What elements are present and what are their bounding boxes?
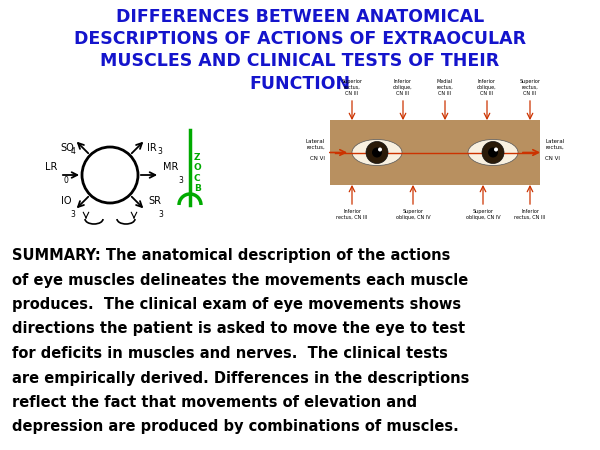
Text: SO: SO (61, 143, 74, 153)
Circle shape (378, 148, 382, 152)
Text: DIFFERENCES BETWEEN ANATOMICAL
DESCRIPTIONS OF ACTIONS OF EXTRAOCULAR
MUSCLES AN: DIFFERENCES BETWEEN ANATOMICAL DESCRIPTI… (74, 8, 526, 93)
Text: Superior
oblique, CN IV: Superior oblique, CN IV (466, 209, 500, 220)
Text: 3: 3 (178, 176, 183, 185)
Ellipse shape (468, 140, 518, 166)
Circle shape (372, 148, 382, 157)
Text: directions the patient is asked to move the eye to test: directions the patient is asked to move … (12, 321, 465, 337)
Text: 3: 3 (157, 147, 162, 156)
Text: are empirically derived. Differences in the descriptions: are empirically derived. Differences in … (12, 370, 469, 386)
Circle shape (488, 148, 498, 157)
Text: CN VI: CN VI (545, 157, 560, 162)
Text: reflect the fact that movements of elevation and: reflect the fact that movements of eleva… (12, 395, 417, 410)
Text: LR: LR (44, 162, 57, 172)
Bar (330, 120, 540, 185)
Circle shape (482, 141, 504, 163)
Text: depression are produced by combinations of muscles.: depression are produced by combinations … (12, 419, 459, 435)
Circle shape (494, 148, 498, 152)
Text: SUMMARY: The anatomical description of the actions: SUMMARY: The anatomical description of t… (12, 248, 451, 263)
Text: produces.  The clinical exam of eye movements shows: produces. The clinical exam of eye movem… (12, 297, 461, 312)
Text: Inferior
oblique,
CN III: Inferior oblique, CN III (393, 79, 413, 96)
Text: Superior
oblique, CN IV: Superior oblique, CN IV (395, 209, 430, 220)
Text: for deficits in muscles and nerves.  The clinical tests: for deficits in muscles and nerves. The … (12, 346, 448, 361)
Text: Lateral
rectus,: Lateral rectus, (545, 139, 564, 149)
Text: Lateral
rectus,: Lateral rectus, (306, 139, 325, 149)
Text: of eye muscles delineates the movements each muscle: of eye muscles delineates the movements … (12, 273, 468, 288)
Ellipse shape (352, 140, 402, 166)
Text: Inferior
oblique,
CN III: Inferior oblique, CN III (477, 79, 497, 96)
Text: 4: 4 (71, 147, 76, 156)
Text: Medial
rectus,
CN III: Medial rectus, CN III (437, 79, 454, 96)
Text: IR: IR (148, 143, 157, 153)
Text: 3: 3 (158, 210, 163, 219)
Text: 0: 0 (63, 176, 68, 185)
Text: Inferior
rectus, CN III: Inferior rectus, CN III (337, 209, 368, 220)
Text: Superior
rectus,
CN III: Superior rectus, CN III (520, 79, 541, 96)
Text: IO: IO (61, 196, 71, 207)
Circle shape (366, 141, 388, 163)
Text: MR: MR (163, 162, 178, 172)
Text: Superior
rectus,
CN III: Superior rectus, CN III (341, 79, 362, 96)
Text: Inferior
rectus, CN III: Inferior rectus, CN III (514, 209, 545, 220)
Text: SR: SR (148, 196, 161, 207)
Text: Z
O
C
B: Z O C B (194, 153, 202, 193)
Text: CN VI: CN VI (310, 157, 325, 162)
Text: 3: 3 (71, 210, 76, 219)
